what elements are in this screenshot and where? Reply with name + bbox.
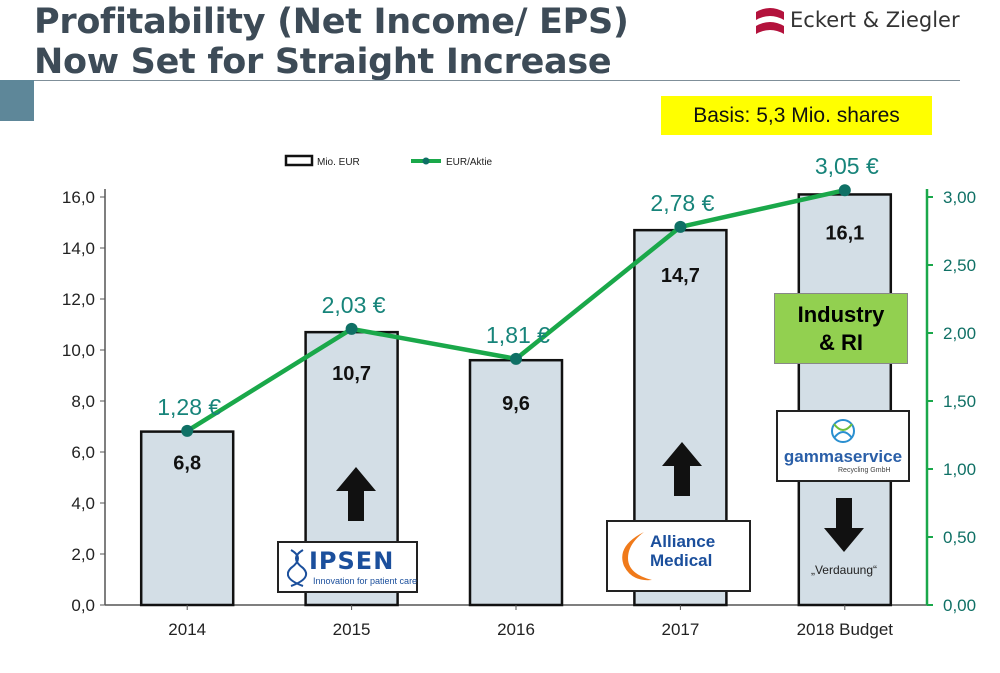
basis-note: Basis: 5,3 Mio. shares <box>661 96 932 135</box>
industry-ri-label: Industry & RI <box>797 301 885 355</box>
legend-bar-swatch <box>284 154 314 167</box>
right-axis-tick-label: 1,00 <box>943 460 976 479</box>
eps-point <box>510 352 522 365</box>
x-axis-tick-label: 2014 <box>168 620 206 639</box>
bar-value-label: 16,1 <box>825 222 864 244</box>
legend-bar-label: Mio. EUR <box>317 157 360 168</box>
bar-value-label: 6,8 <box>173 453 201 475</box>
x-axis-tick-label: 2016 <box>497 620 535 639</box>
left-axis-tick-label: 12,0 <box>62 290 95 309</box>
company-logo: Eckert & Ziegler <box>754 6 984 42</box>
header-divider <box>34 80 960 81</box>
right-axis-tick-label: 0,00 <box>943 596 976 615</box>
down-arrow-2018-icon <box>824 498 864 552</box>
gammaservice-globe-icon <box>831 419 855 443</box>
left-axis-tick-label: 16,0 <box>62 188 95 207</box>
alliance-medical-logo-box: Alliance Medical <box>606 520 751 592</box>
eps-value-label: 1,28 € <box>157 394 221 420</box>
left-axis-tick-label: 14,0 <box>62 239 95 258</box>
right-axis-tick-label: 2,50 <box>943 256 976 275</box>
ipsen-name: IPSEN <box>309 547 395 575</box>
right-axis-tick-label: 0,50 <box>943 528 976 547</box>
left-axis-tick-label: 2,0 <box>71 545 95 564</box>
right-axis-tick-label: 2,00 <box>943 324 976 343</box>
title-line-2: Now Set for Straight Increase <box>34 42 612 82</box>
side-accent-block <box>0 80 34 121</box>
up-arrow-2015-icon <box>336 467 376 521</box>
eps-value-label: 2,78 € <box>650 190 714 216</box>
logo-text: Eckert & Ziegler <box>790 8 960 32</box>
left-axis-tick-label: 8,0 <box>71 392 95 411</box>
bar-value-label: 9,6 <box>502 393 530 415</box>
x-axis-tick-label: 2018 Budget <box>797 620 894 639</box>
ipsen-helix-icon <box>287 549 307 587</box>
right-axis-tick-label: 3,00 <box>943 188 976 207</box>
eps-value-label: 2,03 € <box>322 292 386 318</box>
legend-line-label: EUR/Aktie <box>446 157 493 168</box>
left-axis-tick-label: 0,0 <box>71 596 95 615</box>
gammaservice-logo-box: gammaservice Recycling GmbH <box>776 410 910 482</box>
alliance-swoosh-icon <box>622 532 652 581</box>
ipsen-logo-box: IPSEN Innovation for patient care <box>277 541 418 593</box>
verdauung-note: „Verdauung“ <box>810 563 878 577</box>
bar-value-label: 14,7 <box>661 265 700 287</box>
bar-value-label: 10,7 <box>332 363 371 385</box>
eps-point <box>674 220 687 233</box>
eps-value-label: 1,81 € <box>486 322 550 348</box>
left-axis-tick-label: 6,0 <box>71 443 95 462</box>
left-axis-tick-label: 4,0 <box>71 494 95 513</box>
logo-mark-icon <box>756 8 784 34</box>
eps-value-label: 3,05 € <box>815 153 879 179</box>
left-axis-tick-label: 10,0 <box>62 341 95 360</box>
gammaservice-name: gammaservice <box>783 447 903 466</box>
page-title: Profitability (Net Income/ EPS) Now Set … <box>34 2 629 82</box>
alliance-name: Alliance Medical <box>650 532 716 570</box>
eps-point <box>181 424 194 437</box>
eps-point <box>345 322 358 335</box>
industry-ri-box: Industry & RI <box>774 293 908 364</box>
right-axis-tick-label: 1,50 <box>943 392 976 411</box>
gammaservice-tagline: Recycling GmbH <box>838 467 891 474</box>
title-line-1: Profitability (Net Income/ EPS) <box>34 2 629 42</box>
eps-point <box>838 184 851 197</box>
x-axis-tick-label: 2017 <box>661 620 699 639</box>
up-arrow-2017-icon <box>662 442 702 496</box>
legend-line-marker <box>422 157 430 165</box>
x-axis-tick-label: 2015 <box>333 620 371 639</box>
ipsen-tagline: Innovation for patient care <box>313 576 418 586</box>
